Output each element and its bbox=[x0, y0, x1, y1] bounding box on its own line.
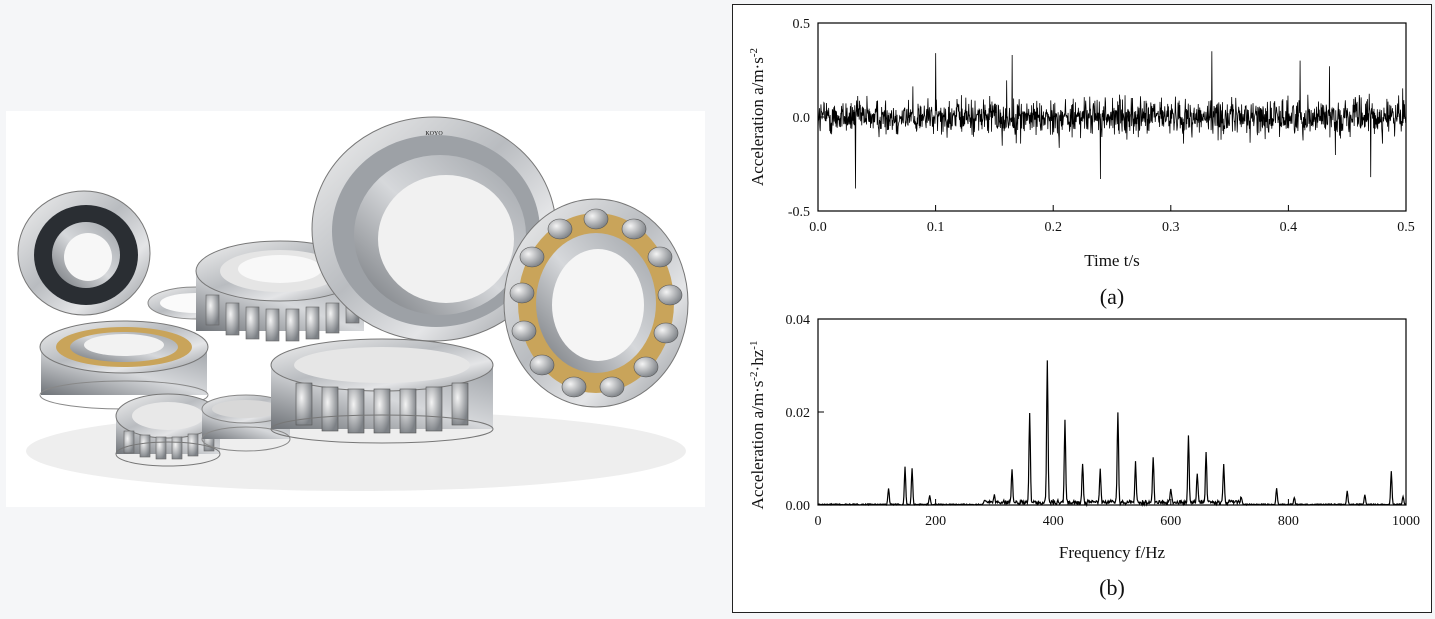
x-tick-label: 0 bbox=[815, 514, 822, 529]
x-tick-label: 0.5 bbox=[1397, 220, 1415, 235]
spherical-roller-bearing bbox=[503, 198, 689, 408]
y-tick-label: 0.0 bbox=[793, 111, 811, 126]
large-cylindrical-bearing: KOYO bbox=[311, 116, 557, 342]
x-tick-label: 0.4 bbox=[1280, 220, 1298, 235]
x-tick-label: 400 bbox=[1043, 514, 1064, 529]
x-tick-label: 800 bbox=[1278, 514, 1299, 529]
y-tick-label: 0.04 bbox=[786, 313, 811, 328]
chart-b-series-line bbox=[817, 360, 1407, 508]
y-tick-label: -0.5 bbox=[788, 205, 810, 220]
cylindrical-roller-bearing bbox=[39, 320, 209, 410]
chart-b-ylabel: Acceleration a/m·s-2·hz-1 bbox=[748, 341, 767, 510]
chart-a-xlabel: Time t/s bbox=[1084, 251, 1140, 270]
x-tick-label: 0.3 bbox=[1162, 220, 1180, 235]
y-tick-label: 0.5 bbox=[793, 17, 811, 32]
x-tick-label: 1000 bbox=[1392, 514, 1420, 529]
y-tick-label: 0.00 bbox=[786, 499, 811, 514]
chart-b-panel-label: (b) bbox=[1099, 575, 1125, 600]
chart-a-panel-label: (a) bbox=[1100, 284, 1124, 309]
bearings-illustration: KOYO bbox=[17, 116, 689, 491]
chart-a-series-line bbox=[817, 51, 1407, 189]
x-tick-label: 0.0 bbox=[809, 220, 827, 235]
chart-b: 0 200 400 600 800 1000 0.00 0.02 0.04 Frequency… bbox=[748, 313, 1420, 600]
bearings-photo: KOYO bbox=[6, 111, 705, 507]
charts-svg: 0.0 0.1 0.2 0.3 0.4 0.5 -0.50.00.5 Time t/s A… bbox=[748, 17, 1420, 600]
bearing-cup bbox=[201, 394, 291, 452]
x-tick-label: 0.2 bbox=[1044, 220, 1062, 235]
x-tick-label: 200 bbox=[925, 514, 946, 529]
chart-a: 0.0 0.1 0.2 0.3 0.4 0.5 -0.50.00.5 Time t/s A… bbox=[748, 17, 1415, 309]
x-tick-label: 0.1 bbox=[927, 220, 945, 235]
chart-b-xlabel: Frequency f/Hz bbox=[1059, 543, 1166, 562]
brand-mark: KOYO bbox=[425, 131, 443, 137]
y-tick-label: 0.02 bbox=[786, 406, 811, 421]
large-tapered-bearing bbox=[270, 338, 494, 444]
x-tick-label: 600 bbox=[1160, 514, 1181, 529]
chart-b-plot-area bbox=[817, 318, 1407, 506]
small-tapered-bearing bbox=[115, 393, 221, 467]
chart-a-ylabel: Acceleration a/m·s-2 bbox=[748, 48, 767, 186]
sealed-ball-bearing bbox=[17, 190, 151, 316]
chart-figure: 0.0 0.1 0.2 0.3 0.4 0.5 -0.5 0.0 0.5 Time t/s A… bbox=[732, 4, 1432, 613]
